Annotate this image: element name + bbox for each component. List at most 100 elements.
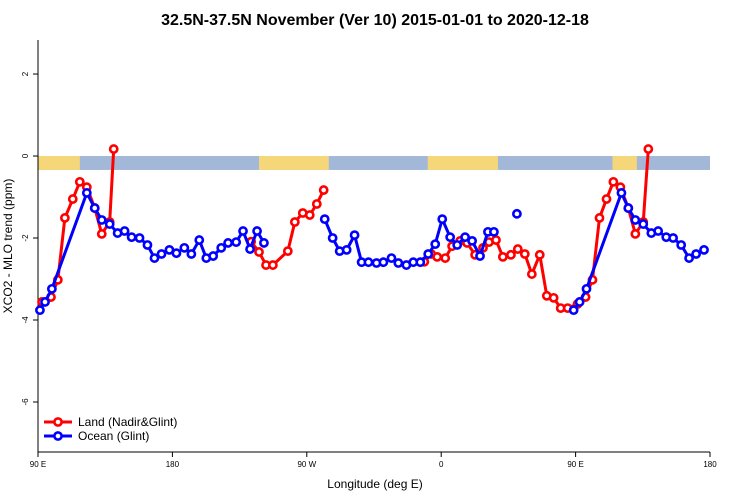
series-point xyxy=(548,292,559,303)
series-point xyxy=(594,213,605,223)
series-point xyxy=(96,229,107,239)
series-point xyxy=(81,188,92,198)
series-point xyxy=(568,305,579,316)
series-line xyxy=(38,191,705,312)
series-point xyxy=(126,232,137,243)
x-tick-label: 90 E xyxy=(30,460,46,469)
series-point xyxy=(378,257,389,268)
series-point xyxy=(415,257,426,268)
series-point xyxy=(386,253,397,263)
series-point xyxy=(254,247,264,257)
series-point xyxy=(186,249,197,259)
series-point xyxy=(245,244,255,254)
x-tick-label: 0 xyxy=(439,460,444,469)
series-point xyxy=(684,253,694,263)
series-point xyxy=(74,176,85,187)
series-point xyxy=(460,232,470,243)
y-tick-label: -2 xyxy=(21,234,30,242)
x-tick-label: 90 W xyxy=(297,460,316,469)
series-line xyxy=(41,148,650,310)
series-point xyxy=(216,242,227,253)
land-band xyxy=(38,156,80,170)
series-point xyxy=(208,251,219,261)
series-point xyxy=(430,239,441,250)
series-point xyxy=(475,251,485,261)
series-point xyxy=(35,305,45,316)
series-point xyxy=(581,283,592,294)
series-point xyxy=(304,210,315,220)
legend-label: Ocean (Glint) xyxy=(78,429,149,443)
series-point xyxy=(699,244,709,255)
series-point xyxy=(601,194,612,204)
land-band xyxy=(612,156,637,170)
series-point xyxy=(119,226,130,236)
x-axis-label: Longitude (deg E) xyxy=(327,477,422,491)
series-point xyxy=(318,185,329,195)
series-point xyxy=(489,226,499,237)
series-point xyxy=(89,203,100,213)
series-point xyxy=(327,233,338,243)
series-point xyxy=(134,233,145,243)
series-point xyxy=(497,251,508,262)
series-point xyxy=(231,237,242,248)
y-tick-label: -4 xyxy=(21,316,30,324)
y-tick-label: 2 xyxy=(21,71,30,76)
legend-marker xyxy=(53,431,63,441)
x-tick-label: 90 E xyxy=(567,460,583,469)
series-point xyxy=(108,144,119,154)
series-point xyxy=(171,248,182,259)
series-point xyxy=(142,240,153,250)
series-point xyxy=(630,215,641,225)
series-point xyxy=(512,208,522,219)
series-point xyxy=(423,249,434,259)
series-point xyxy=(59,213,70,223)
series-point xyxy=(512,244,523,254)
series-point xyxy=(319,214,330,225)
y-axis-label: XCO2 - MLO trend (ppm) xyxy=(1,179,15,314)
series-point xyxy=(238,226,248,236)
series-point xyxy=(179,242,190,253)
x-tick-label: 180 xyxy=(703,460,717,469)
series-point xyxy=(393,258,404,268)
series-point xyxy=(574,297,585,307)
legend-label: Land (Nadir&Glint) xyxy=(78,415,177,429)
series-point xyxy=(638,219,649,229)
series-point xyxy=(259,238,269,248)
series-point xyxy=(149,253,160,263)
series-point xyxy=(534,249,545,260)
series-point xyxy=(643,144,654,154)
series-point xyxy=(96,215,107,225)
series-point xyxy=(491,235,501,245)
series-point xyxy=(156,249,167,259)
series-point xyxy=(349,230,360,241)
chart-title: 32.5N-37.5N November (Ver 10) 2015-01-01… xyxy=(161,12,589,29)
series-point xyxy=(668,233,679,243)
series-point xyxy=(608,176,619,187)
series-point xyxy=(452,240,463,250)
series-point xyxy=(289,217,300,227)
series-point xyxy=(311,199,322,209)
series-point xyxy=(104,219,115,229)
series-point xyxy=(691,249,702,259)
series-point xyxy=(623,203,634,213)
series-point xyxy=(526,269,537,279)
series-point xyxy=(519,249,530,259)
series-point xyxy=(506,249,516,260)
series-point xyxy=(268,260,278,270)
series-point xyxy=(194,235,205,245)
ocean-band xyxy=(38,156,710,170)
series-point xyxy=(676,240,687,250)
series-point xyxy=(67,194,78,204)
series-point xyxy=(40,297,50,307)
series-point xyxy=(223,238,234,248)
series-point xyxy=(653,226,664,236)
legend-marker xyxy=(53,417,63,427)
series-point xyxy=(467,235,478,246)
x-tick-label: 180 xyxy=(166,460,180,469)
series-point xyxy=(341,244,352,255)
series-point xyxy=(363,257,374,268)
y-tick-label: 0 xyxy=(21,153,30,158)
land-band xyxy=(259,156,329,170)
series-point xyxy=(630,229,641,239)
